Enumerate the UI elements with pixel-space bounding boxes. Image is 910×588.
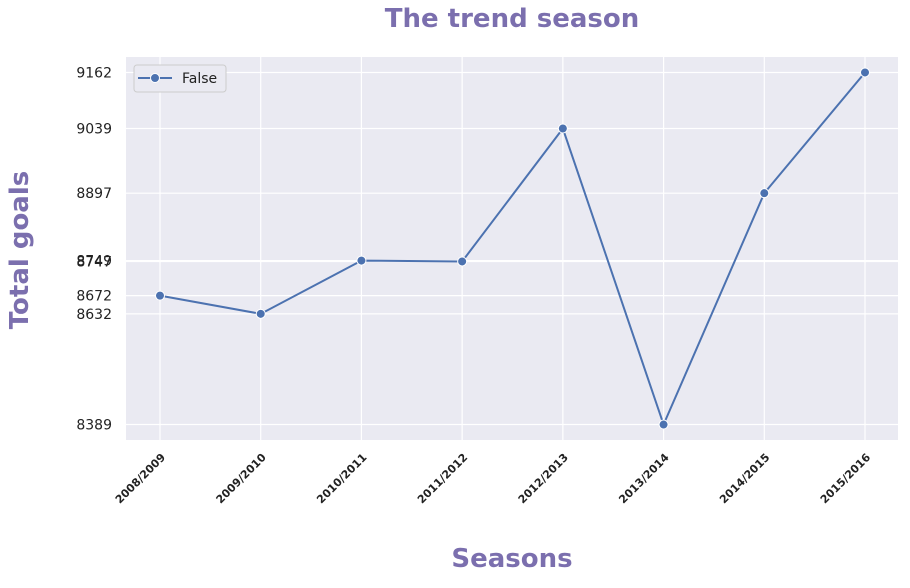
chart-title: The trend season (384, 4, 640, 34)
y-tick-label: 9039 (76, 121, 112, 137)
y-tick-label: 9162 (76, 65, 112, 81)
data-point (457, 256, 468, 267)
data-point (356, 255, 367, 266)
y-tick-label: 8672 (76, 289, 112, 305)
series-line (159, 71, 866, 428)
y-tick-label: 8897 (76, 186, 112, 202)
x-tick-label: 2013/2014 (616, 451, 672, 507)
y-tick-label: 8389 (76, 418, 112, 434)
x-tick-label: 2009/2010 (214, 451, 270, 507)
data-point (860, 67, 870, 78)
plot-area (126, 57, 898, 440)
data-point (255, 308, 266, 319)
legend-label: False (182, 71, 217, 87)
data-point (557, 123, 568, 134)
data-point (658, 419, 669, 430)
x-tick-label: 2011/2012 (415, 451, 470, 506)
data-point (155, 290, 165, 301)
x-tick-label: 2010/2011 (314, 451, 369, 506)
legend-box (133, 64, 227, 93)
grid-lines (126, 57, 898, 440)
y-tick-label: 8632 (76, 307, 112, 323)
series-group (155, 67, 870, 430)
x-tick-label: 2012/2013 (516, 451, 571, 506)
x-tick-label: 2014/2015 (717, 451, 772, 506)
y-tick-label: 8749 (76, 254, 112, 270)
data-point (759, 188, 770, 199)
x-axis-label: Seasons (451, 544, 573, 574)
x-tick-label: 2015/2016 (818, 451, 874, 507)
legend-marker (150, 73, 160, 83)
x-tick-label: 2008/2009 (113, 451, 168, 506)
legend: False (133, 64, 227, 93)
x-tick-labels: 2008/2009 2009/2010 2010/2011 2011/2012 2012… (113, 451, 874, 507)
y-tick-label: 8747 (76, 254, 112, 270)
